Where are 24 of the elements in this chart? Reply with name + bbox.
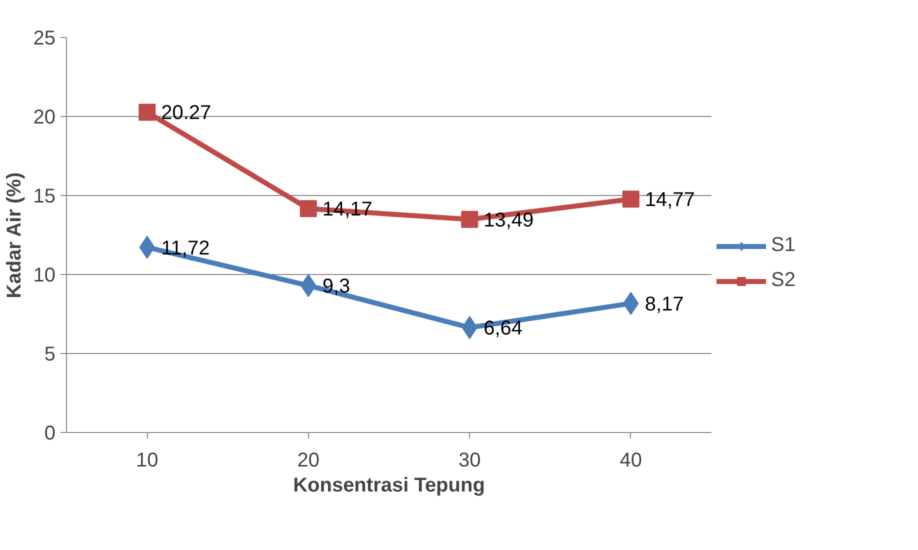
- x-tick-label: 30: [458, 450, 481, 472]
- point: [138, 104, 156, 121]
- data-label: 11,72: [161, 237, 210, 260]
- y-tick-label: 5: [44, 344, 56, 366]
- point: [622, 190, 640, 208]
- y-tick-label: 20: [33, 106, 56, 128]
- x-tick-label: 40: [620, 450, 642, 472]
- point: [461, 210, 478, 228]
- y-tick-label: 0: [44, 422, 56, 444]
- x-tick-label: 10: [136, 450, 158, 472]
- legend-label: S2: [771, 269, 796, 292]
- x-tick-label: 20: [297, 450, 320, 472]
- data-label: 6,64: [484, 318, 523, 340]
- legend-label: S1: [771, 234, 796, 257]
- y-tick-label: 15: [33, 186, 56, 208]
- y-tick-label: 10: [33, 264, 56, 286]
- data-label: 14,77: [644, 189, 695, 212]
- point: [300, 200, 317, 218]
- data-label: 14,17: [322, 198, 372, 221]
- y-axis-title: Kadar Air (%): [3, 172, 26, 298]
- x-axis-title: Konsentrasi Tepung: [293, 474, 485, 496]
- data-label: 20.27: [161, 102, 212, 124]
- data-label: 8,17: [644, 293, 684, 316]
- y-tick-label: 25: [33, 28, 56, 50]
